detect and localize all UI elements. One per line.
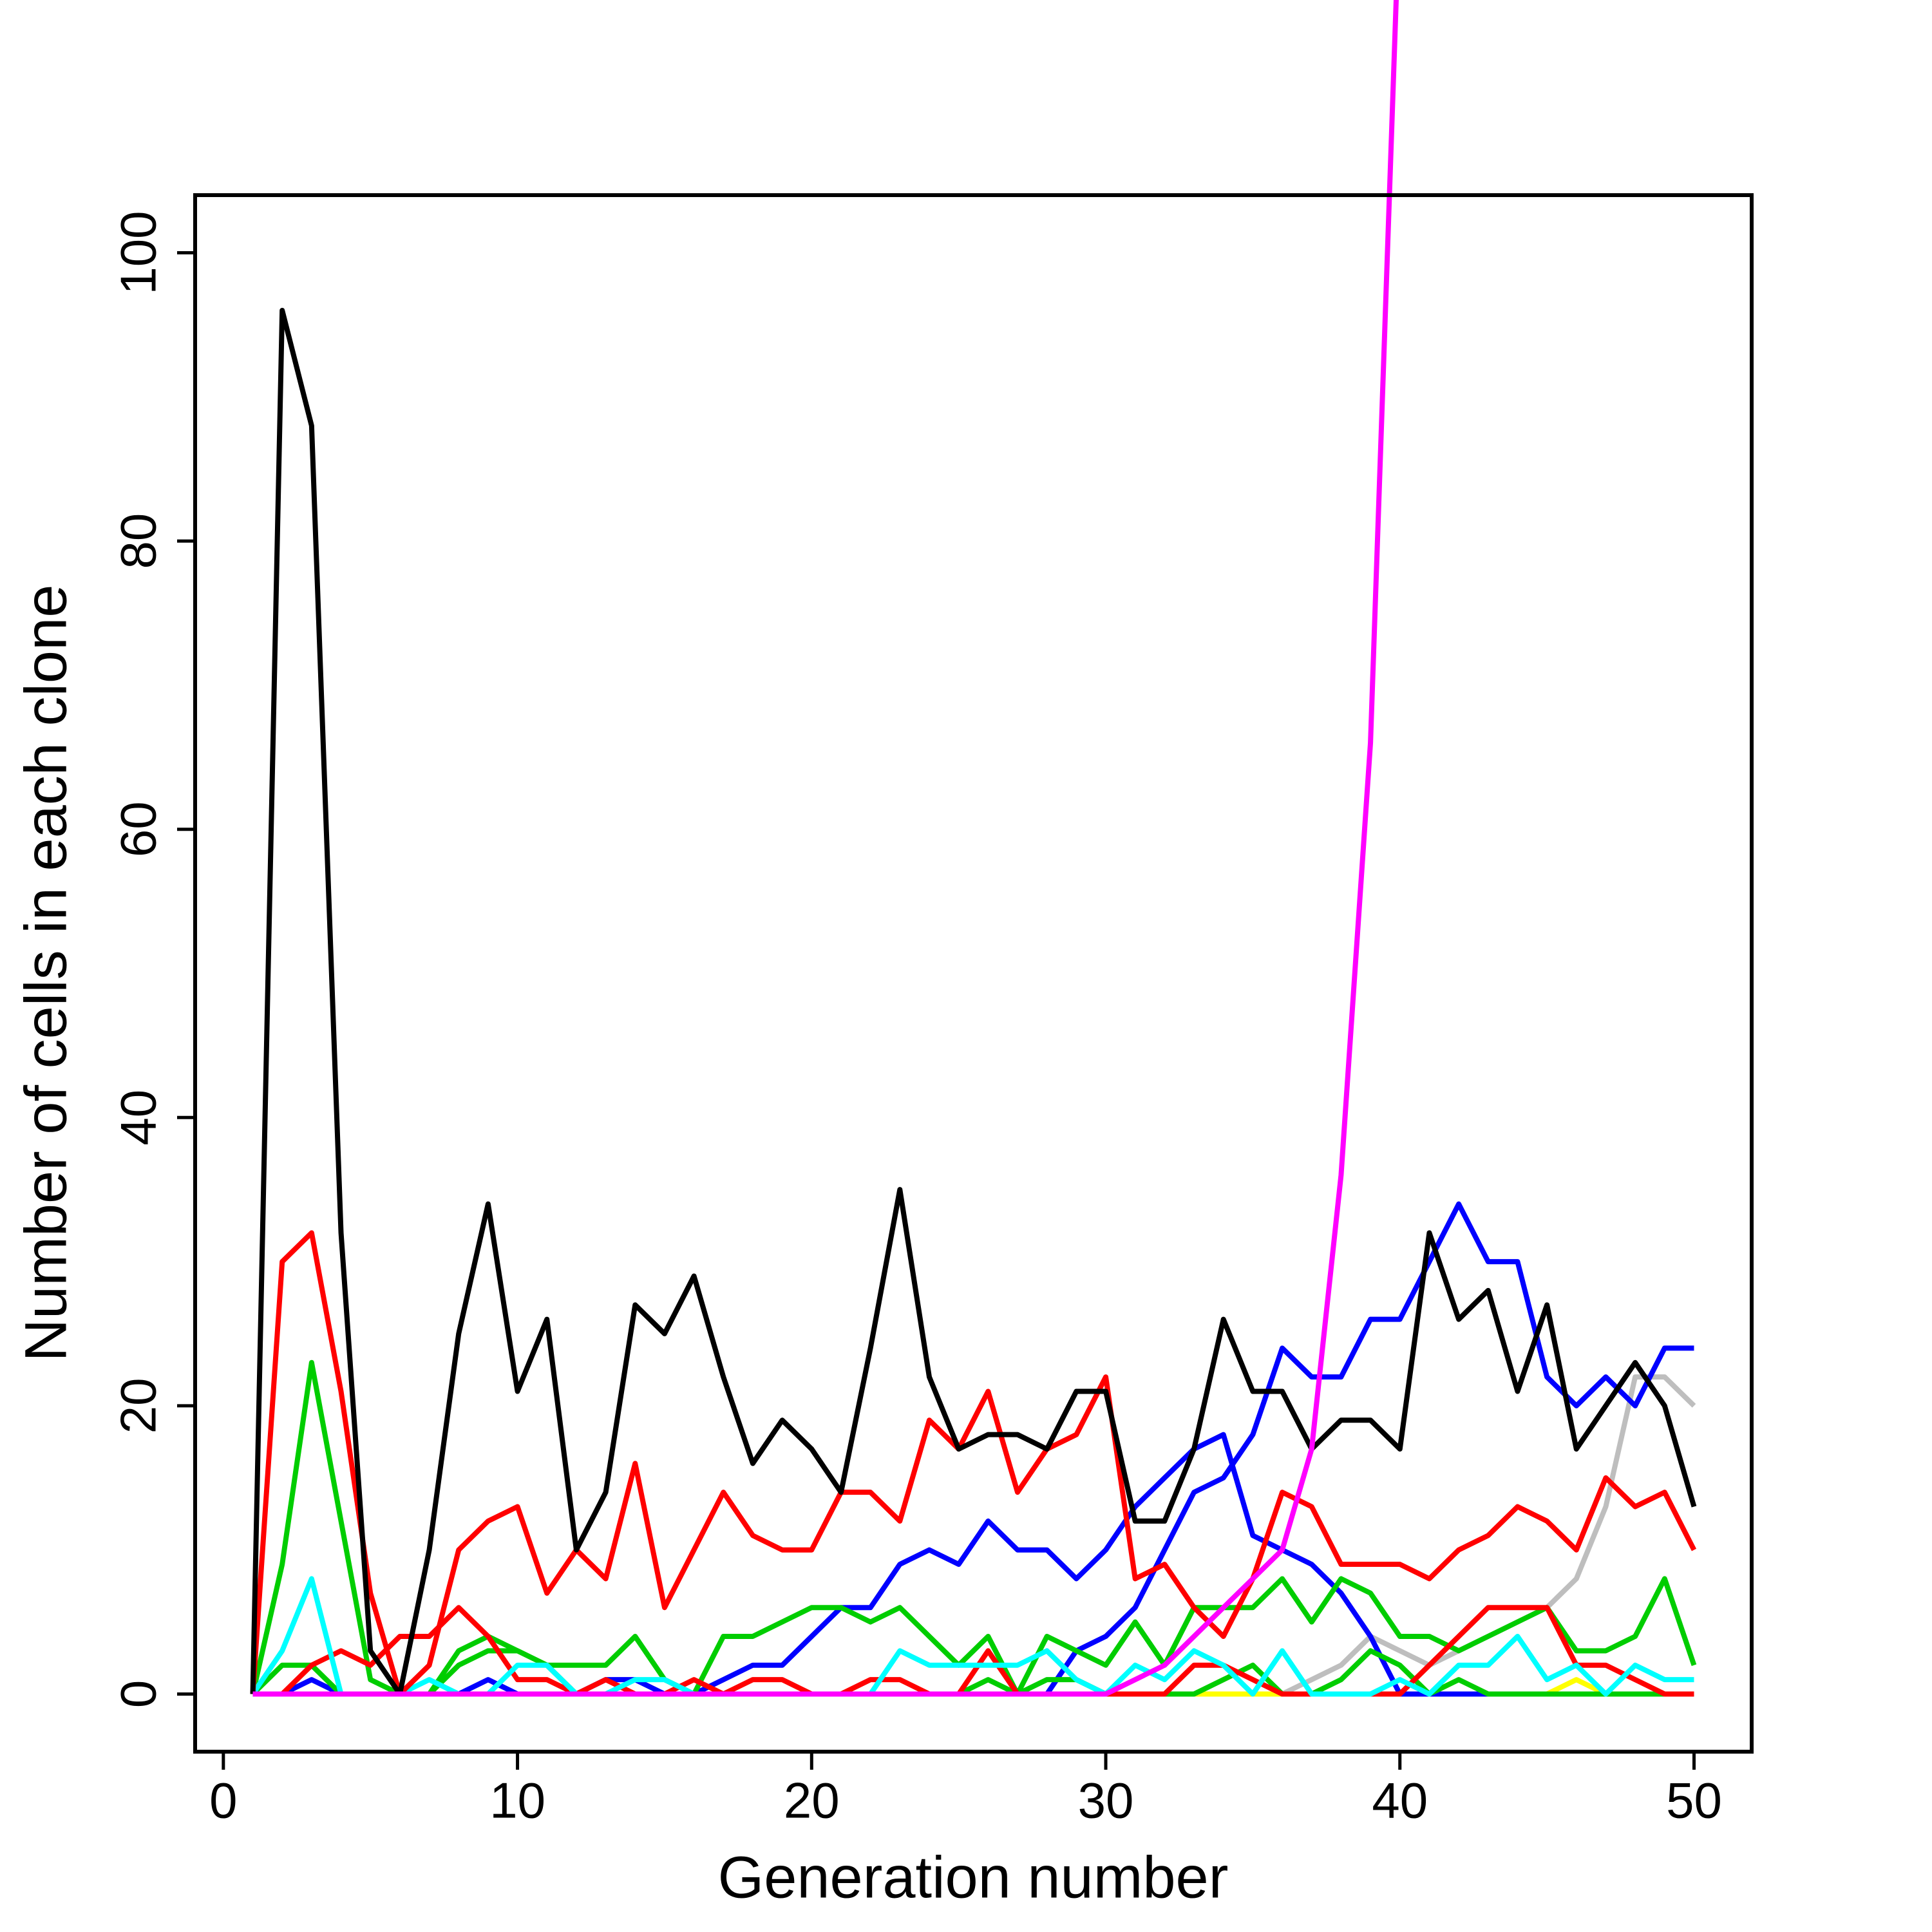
- series-line: [252, 1432, 1694, 1697]
- series-line: [252, 1605, 1694, 1697]
- x-tick-label: 10: [489, 1772, 545, 1829]
- plot-lines: [250, 0, 1697, 1697]
- x-tick-label: 20: [784, 1772, 840, 1829]
- series-line: [250, 1359, 1697, 1697]
- x-tick-label: 30: [1078, 1772, 1134, 1829]
- x-tick-label: 40: [1372, 1772, 1428, 1829]
- x-tick-label: 0: [209, 1772, 237, 1829]
- y-tick-label: 60: [110, 801, 167, 857]
- y-axis-title: Number of cells in each clone: [13, 585, 79, 1362]
- y-tick-label: 40: [110, 1090, 167, 1146]
- series-line: [251, 1576, 1694, 1697]
- y-tick-label: 100: [110, 211, 167, 294]
- series-line: [251, 1648, 1694, 1697]
- x-tick-label: 50: [1666, 1772, 1722, 1829]
- y-tick-label: 20: [110, 1378, 167, 1434]
- series-line: [252, 0, 1399, 1697]
- y-tick-label: 80: [110, 513, 167, 569]
- series-line: [250, 308, 1697, 1697]
- x-axis-title: Generation number: [718, 1844, 1229, 1910]
- series-line: [250, 1230, 1697, 1697]
- plot-frame: [193, 193, 1754, 1754]
- y-tick-label: 0: [110, 1680, 167, 1708]
